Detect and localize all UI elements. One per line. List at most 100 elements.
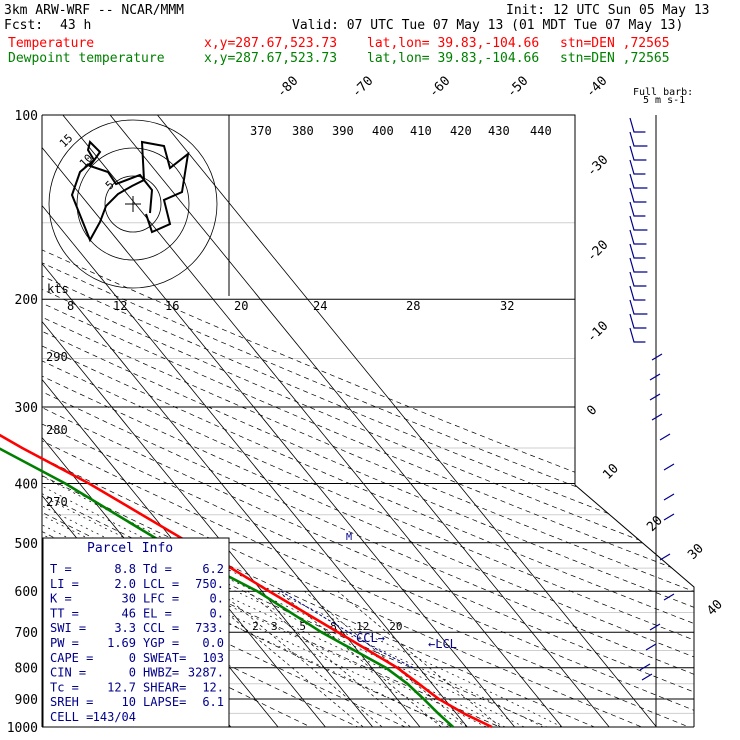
parcel-info-value: 0 [129,666,136,680]
isotherm-line [42,115,468,727]
isotherm-label: -70 [349,74,376,101]
wind-barb [649,373,661,381]
isotherm-line [157,115,657,727]
wind-barb [629,187,647,203]
parcel-info-value: 0 [129,651,136,665]
barb-legend-value: 5 m s-1 [643,95,685,106]
theta-label: 410 [410,124,432,138]
parcel-info-label: Tc = [50,680,79,694]
wind-barb [629,313,647,329]
isotherm-line [42,115,515,727]
forecast-label: Fcst: [4,18,44,33]
plot-frame [42,114,695,727]
pressure-label: 400 [15,477,38,492]
dry-adiabat [42,115,694,727]
mixing-ratio-label: 5 [299,620,306,633]
wind-barb [663,593,675,601]
parcel-info-box: Parcel Info T = 8.8 Td = 6.2 LI = 2.0 LCL = 750.… [42,537,230,728]
parcel-info-value: 2.0 [114,577,136,591]
theta-label-left: 290 [46,350,68,364]
isotherm-label: -80 [274,74,301,101]
theta-label: 420 [450,124,472,138]
pressure-label: 1000 [7,721,38,736]
theta-label: 370 [250,124,272,138]
dry-adiabat [42,115,500,727]
parcel-info-label: SWI = [50,621,86,635]
temperature-line [0,433,493,729]
parcel-info-label: YGP = [143,636,179,650]
isotherm-line [109,115,610,727]
isotherm-label: -20 [584,238,611,265]
hodograph-ring [76,147,190,261]
parcel-info-label: LFC = [143,592,179,606]
theta-label: 440 [530,124,552,138]
parcel-info-value: 30 [122,592,136,606]
dewpoint-legend: Dewpoint temperature [8,51,165,66]
theta-label-left: 280 [46,423,68,437]
hodograph-trace [70,140,190,243]
wind-barb [629,131,648,147]
isotherm-label: -10 [584,319,611,346]
isotherm-label: -40 [583,74,610,101]
dry-adiabat [42,115,694,727]
parcel-info-value: 103 [202,651,224,665]
wind-barb [659,433,671,441]
parcel-info-label: LCL = [143,577,179,591]
temperature-legend: Temperature [8,36,95,51]
parcel-info-label: CIN = [50,666,86,680]
dry-adiabat [42,115,694,727]
hodograph-speed-tick: 28 [406,299,420,313]
wind-barb [629,215,648,231]
theta-label: 380 [292,124,314,138]
wind-barb [629,285,646,301]
theta-label: 390 [332,124,354,138]
parcel-info-label: LAPSE= [143,695,186,709]
parcel-info-value: 10 [122,695,136,709]
wind-barb [629,257,648,273]
isotherm-label: 0 [584,403,600,419]
wind-barb [663,493,675,501]
mixing-ratio-line [219,590,383,727]
parcel-info-value: 3287. [188,666,224,680]
pressure-label: 600 [15,585,38,600]
hodograph-speed-tick: 32 [500,299,514,313]
parcel-info-value: 1.69 [107,636,136,650]
hodograph-ring [104,175,162,233]
dewpoint-xy: x,y=287.67,523.73 [204,51,338,66]
parcel-info-label: Td = [143,562,172,576]
forecast-hours: 43 h [60,18,92,33]
isotherm-label: 40 [704,597,726,619]
parcel-info-value: 46 [122,606,136,620]
model-title: 3km ARW-WRF -- NCAR/MMM [4,3,185,18]
hodograph-ring-label: 15 [57,132,76,151]
parcel-info-value: 3.3 [114,621,136,635]
wind-barb [645,643,657,651]
wind-barb [651,353,663,361]
init-time: Init: 12 UTC Sun 05 May 13 [506,3,710,18]
wind-barb [629,145,647,161]
parcel-info-value: 733. [195,621,224,635]
hodograph-speed-tick: 8 [67,299,74,313]
wind-barbs [629,117,675,681]
hodograph-speed-tick: 20 [234,299,248,313]
temperature-latlon: lat,lon= 39.83,-104.66 [367,36,540,51]
mixing-ratio-label: 2 [252,620,259,633]
theta-label: 400 [372,124,394,138]
ccl-label: CCL→ [356,631,385,645]
hodograph-speed-tick: 16 [165,299,179,313]
parcel-info-label: CAPE = [50,651,93,665]
wind-barb [641,673,653,681]
parcel-info-value: 0. [210,592,224,606]
mixing-ratio-line [247,590,411,727]
wind-barb [639,663,651,671]
wind-barb [663,463,675,471]
wind-barb [629,299,648,315]
parcel-info-label: TT = [50,606,79,620]
wind-barb [629,201,646,217]
parcel-info-frame [42,537,230,728]
isotherm-label: 20 [644,513,666,535]
theta-label: 430 [488,124,510,138]
pressure-label: 100 [15,109,38,124]
dry-adiabat [42,115,694,727]
wind-barb [629,159,646,175]
